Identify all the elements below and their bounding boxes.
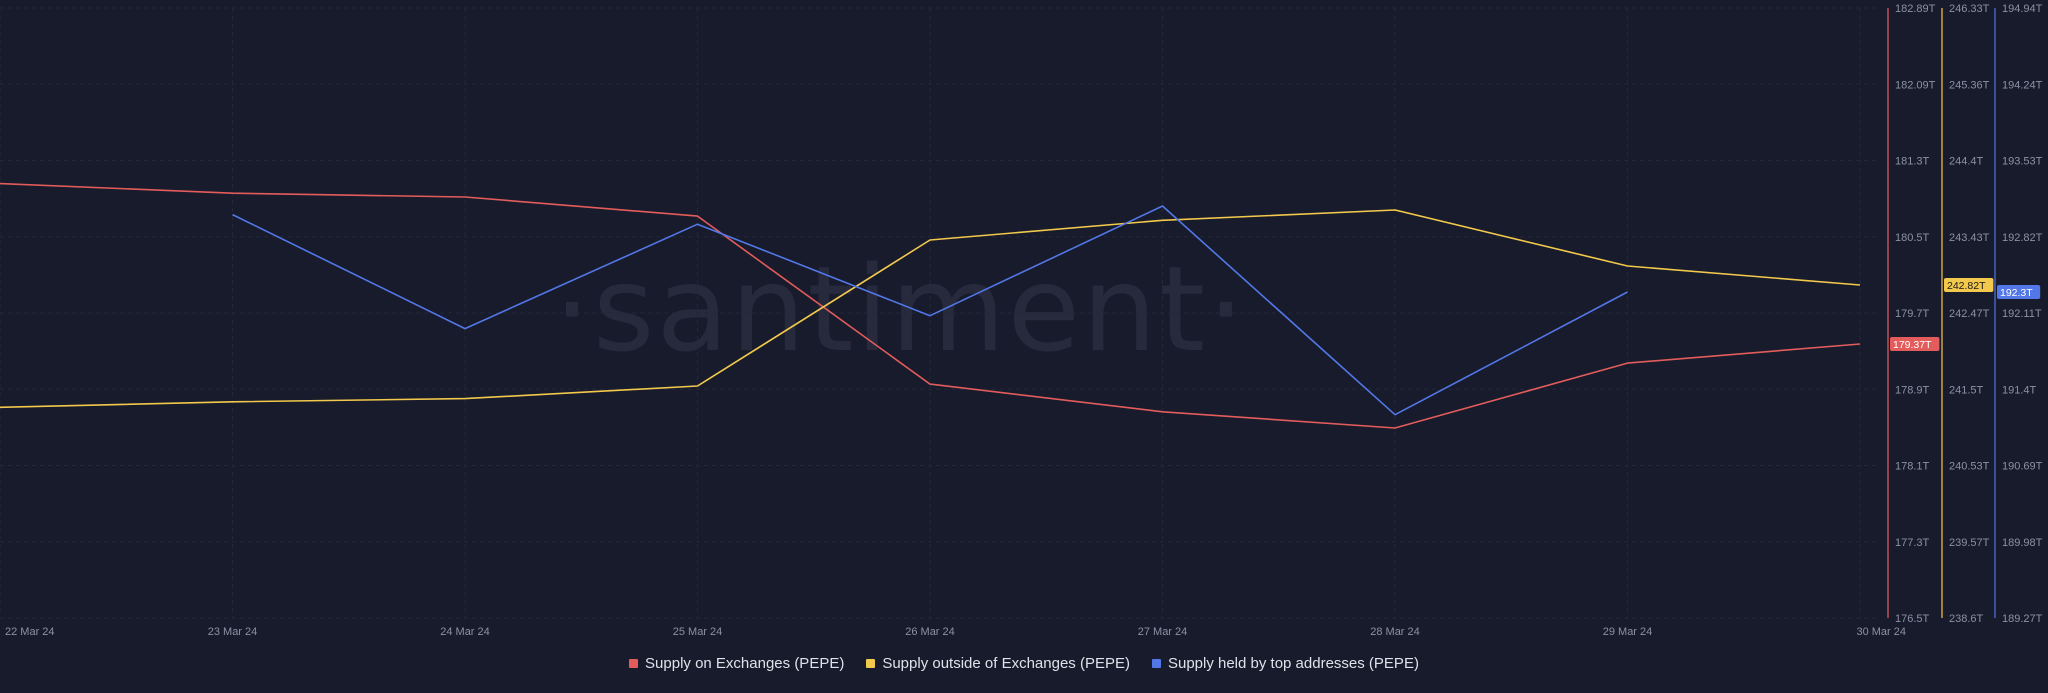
y-tick-label: 182.89T — [1895, 3, 1936, 15]
y-axes: 182.89T 182.09T 181.3T 180.5T 179.7T 178.9T 17… — [1887, 3, 2043, 625]
last-value-badge-label: 179.37T — [1893, 339, 1932, 351]
legend-item-supply-on-exchanges[interactable]: Supply on Exchanges (PEPE) — [629, 655, 844, 672]
y-tick-label: 238.6T — [1949, 613, 1984, 625]
last-value-badge-label: 192.3T — [2000, 287, 2033, 299]
chart-legend: Supply on Exchanges (PEPE) Supply outsid… — [0, 655, 2048, 672]
y-tick-label: 192.11T — [2002, 308, 2042, 320]
last-value-badge-bg — [1944, 277, 1994, 292]
x-tick-label: 29 Mar 24 — [1603, 626, 1653, 638]
series-line-0 — [0, 182, 1861, 429]
legend-item-supply-outside-exchanges[interactable]: Supply outside of Exchanges (PEPE) — [866, 655, 1130, 672]
y-tick-label: 182.09T — [1895, 79, 1936, 91]
y-tick-label: 240.53T — [1949, 461, 1990, 473]
x-tick-label: 23 Mar 24 — [208, 626, 258, 638]
chart-grid — [0, 7, 1880, 619]
y-tick-label: 189.98T — [2002, 537, 2043, 549]
series-lines — [0, 182, 1861, 429]
y-tick-label: 192.82T — [2002, 232, 2043, 244]
x-tick-label: 25 Mar 24 — [673, 626, 723, 638]
y-tick-label: 179.7T — [1895, 308, 1930, 320]
y-tick-label: 245.36T — [1949, 79, 1990, 91]
last-value-badges: 179.37T 242.82T 192.3T — [1890, 277, 2041, 352]
y-tick-label: 239.57T — [1949, 537, 1990, 549]
y-tick-label: 190.69T — [2002, 461, 2043, 473]
legend-item-supply-top-addresses[interactable]: Supply held by top addresses (PEPE) — [1151, 655, 1419, 672]
y-tick-label: 178.1T — [1895, 461, 1930, 473]
y-tick-label: 181.3T — [1895, 156, 1930, 168]
legend-swatch — [1151, 659, 1161, 668]
y-tick-label: 177.3T — [1895, 537, 1930, 549]
y-tick-label: 178.9T — [1895, 384, 1930, 396]
y-tick-label: 243.43T — [1949, 232, 1990, 244]
x-tick-label: 24 Mar 24 — [440, 626, 490, 638]
y-tick-label: 241.5T — [1949, 384, 1984, 396]
last-value-badge-label: 242.82T — [1947, 280, 1986, 292]
legend-label: Supply outside of Exchanges (PEPE) — [882, 655, 1130, 672]
x-tick-label: 26 Mar 24 — [905, 626, 955, 638]
legend-label: Supply on Exchanges (PEPE) — [645, 655, 845, 672]
y-tick-label: 189.27T — [2002, 613, 2043, 625]
y-tick-label: 176.5T — [1895, 613, 1930, 625]
x-tick-label: 22 Mar 24 — [5, 626, 55, 638]
santiment-watermark: ·santiment· — [553, 240, 1247, 378]
series-line-2 — [232, 205, 1628, 416]
y-tick-label: 244.4T — [1949, 156, 1984, 168]
x-axis-labels: 22 Mar 24 23 Mar 24 24 Mar 24 25 Mar 24 26 M… — [5, 626, 1906, 638]
x-tick-label: 30 Mar 24 — [1856, 626, 1906, 638]
y-tick-label: 246.33T — [1949, 3, 1990, 15]
y-tick-label: 180.5T — [1895, 232, 1930, 244]
last-value-badge-bg — [1890, 337, 1940, 352]
y-tick-label: 194.94T — [2002, 3, 2043, 15]
y-tick-label: 194.24T — [2002, 79, 2043, 91]
y-tick-label: 191.4T — [2002, 384, 2037, 396]
legend-swatch — [629, 659, 639, 668]
y-tick-label: 193.53T — [2002, 156, 2043, 168]
legend-swatch — [866, 659, 876, 668]
series-line-1 — [0, 209, 1861, 409]
legend-label: Supply held by top addresses (PEPE) — [1167, 655, 1419, 672]
x-tick-label: 28 Mar 24 — [1370, 626, 1420, 638]
y-tick-label: 242.47T — [1949, 308, 1990, 320]
x-tick-label: 27 Mar 24 — [1138, 626, 1188, 638]
last-value-badge-bg — [1997, 285, 2041, 300]
